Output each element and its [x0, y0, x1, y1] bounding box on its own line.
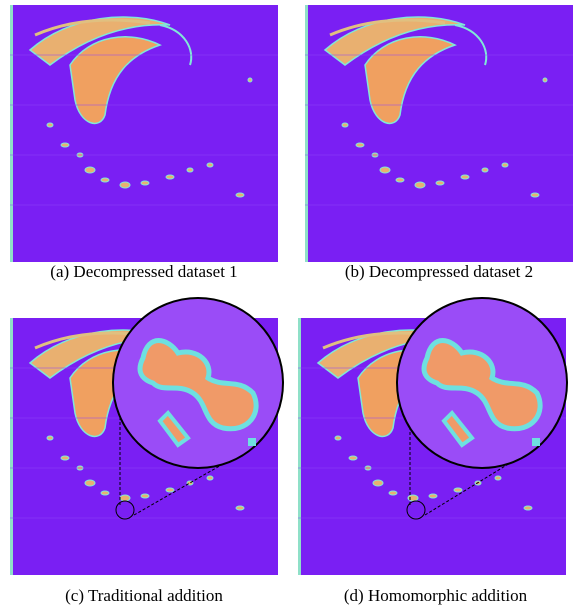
caption: (d) Homomorphic addition	[343, 586, 528, 605]
panel-image	[8, 3, 280, 264]
panel-image	[303, 3, 575, 264]
zoom-inset	[397, 298, 567, 468]
caption: (a) Decompressed dataset 1	[50, 262, 238, 281]
caption: (c) Traditional addition	[65, 586, 223, 605]
caption: (b) Decompressed dataset 2	[344, 262, 534, 281]
zoom-inset	[113, 298, 283, 468]
zoom-connector	[115, 405, 516, 520]
